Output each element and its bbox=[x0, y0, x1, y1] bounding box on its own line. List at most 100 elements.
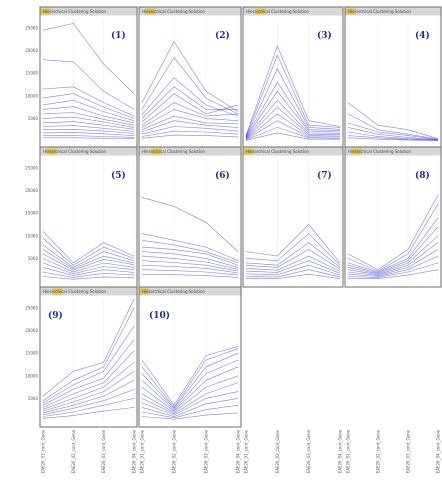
x-tick-label: EAE26_02_cont_Gene bbox=[71, 429, 76, 473]
gene-profile-line bbox=[141, 130, 239, 137]
gene-profile-line bbox=[347, 135, 439, 141]
panel-7: Hierarchical Clustering Solution (7) bbox=[242, 146, 344, 288]
gene-profile-line bbox=[141, 412, 239, 420]
gene-profile-line bbox=[347, 249, 439, 276]
x-tick-label: EAE26_03_cont_Gene bbox=[406, 429, 411, 473]
panel-9: Hierarchical Clustering Solution (9) bbox=[39, 286, 138, 428]
gene-profile-line bbox=[42, 258, 135, 273]
gene-profile-line bbox=[245, 68, 341, 138]
panel-title-bar[interactable] bbox=[345, 7, 441, 16]
gene-profile-line bbox=[42, 128, 135, 134]
gene-profile-line bbox=[42, 132, 135, 136]
gene-profile-line bbox=[42, 116, 135, 128]
y-tick-label: 15000 bbox=[25, 71, 38, 76]
panel-title-bar[interactable] bbox=[40, 147, 137, 156]
panel-label: (1) bbox=[111, 30, 126, 41]
gene-profile-line bbox=[42, 339, 135, 406]
gene-profile-line bbox=[245, 99, 341, 139]
y-tick-label: 10000 bbox=[25, 233, 38, 238]
panel-title: Hierarchical Clustering Solution bbox=[142, 9, 206, 14]
gene-profile-line bbox=[42, 271, 135, 278]
panel-1: Hierarchical Clustering Solution (1) bbox=[39, 6, 138, 148]
panel-title-bar[interactable] bbox=[139, 287, 241, 296]
gene-profile-line bbox=[42, 267, 135, 276]
gene-profile-line bbox=[42, 86, 135, 117]
gene-profile-line bbox=[245, 113, 341, 140]
gene-profile-line bbox=[141, 269, 239, 276]
x-tick-label: EAE26_01_cont_Gene bbox=[244, 429, 249, 473]
x-tick-label: EAE26_02_cont_Gene bbox=[376, 429, 381, 473]
panel-5: Hierarchical Clustering Solution (5) bbox=[39, 146, 138, 288]
gene-profile-line bbox=[141, 273, 239, 278]
gene-profile-line bbox=[245, 90, 341, 138]
panel-title-highlight bbox=[255, 8, 266, 15]
gene-profile-line bbox=[245, 132, 340, 141]
y-tick-label: 5000 bbox=[28, 256, 39, 261]
gene-profile-line bbox=[347, 102, 439, 139]
gene-profile-line bbox=[42, 325, 135, 404]
gene-profile-line bbox=[141, 41, 239, 112]
panel-title-bar[interactable] bbox=[345, 147, 441, 156]
gene-profile-line bbox=[141, 352, 239, 409]
gene-profile-line bbox=[141, 102, 239, 126]
y-tick-label: 25000 bbox=[25, 26, 38, 31]
panel-frame bbox=[138, 146, 242, 288]
panel-frame bbox=[344, 146, 442, 288]
panel-title: Hierarchical Clustering Solution bbox=[348, 149, 412, 154]
gene-profile-line bbox=[42, 276, 135, 280]
panel-label: (2) bbox=[215, 30, 230, 41]
gene-profile-line bbox=[42, 121, 135, 130]
gene-profile-line bbox=[347, 137, 439, 141]
panel-title-highlight bbox=[40, 8, 51, 15]
y-tick-label: 20000 bbox=[25, 188, 38, 193]
gene-profile-line bbox=[347, 262, 439, 278]
panel-frame bbox=[39, 146, 138, 288]
gene-profile-line bbox=[245, 233, 341, 266]
gene-profile-line bbox=[245, 264, 341, 276]
gene-profile-line bbox=[347, 226, 439, 274]
gene-profile-line bbox=[245, 81, 341, 138]
gene-profile-line bbox=[42, 262, 135, 275]
panel-title-highlight bbox=[351, 148, 362, 155]
x-tick-label: EAE26_03_cont_Gene bbox=[306, 429, 311, 473]
y-tick-label: 20000 bbox=[25, 48, 38, 53]
gene-profile-line bbox=[141, 246, 239, 266]
panel-title-bar[interactable] bbox=[139, 147, 241, 156]
gene-profile-line bbox=[42, 350, 135, 408]
panel-label: (3) bbox=[317, 30, 332, 41]
gene-profile-line bbox=[141, 109, 239, 128]
gene-profile-line bbox=[347, 127, 439, 141]
gene-profile-line bbox=[141, 251, 239, 268]
panel-title-bar[interactable] bbox=[243, 7, 343, 16]
panel-frame bbox=[138, 6, 242, 148]
gene-profile-line bbox=[347, 194, 439, 271]
gene-profile-line bbox=[245, 54, 341, 137]
panel-label: (5) bbox=[111, 170, 126, 181]
gene-profile-line bbox=[42, 371, 135, 412]
gene-profile-line bbox=[347, 242, 439, 276]
panel-title-bar[interactable] bbox=[40, 287, 137, 296]
gene-profile-line bbox=[141, 375, 239, 413]
gene-profile-line bbox=[42, 106, 135, 124]
y-tick-label: 25000 bbox=[25, 306, 38, 311]
y-tick-label: 5000 bbox=[28, 396, 39, 401]
panel-title-bar[interactable] bbox=[139, 7, 241, 16]
gene-profile-line bbox=[347, 113, 439, 140]
gene-profile-line bbox=[141, 391, 239, 416]
gene-profile-line bbox=[42, 93, 135, 119]
gene-profile-line bbox=[141, 115, 239, 130]
panel-frame bbox=[344, 6, 442, 148]
panel-title-bar[interactable] bbox=[243, 147, 343, 156]
x-tick-label: EAE26_04_cont_Gene bbox=[236, 429, 241, 473]
panel-title-highlight bbox=[139, 288, 150, 295]
x-tick-label: EAE26_02_cont_Gene bbox=[275, 429, 280, 473]
gene-profile-line bbox=[141, 348, 239, 408]
gene-profile-line bbox=[141, 56, 239, 115]
gene-profile-line bbox=[245, 269, 341, 278]
y-tick-label: 5000 bbox=[28, 116, 39, 121]
panel-title-highlight bbox=[46, 148, 57, 155]
gene-profile-line bbox=[141, 382, 239, 415]
panel-title-bar[interactable] bbox=[40, 7, 137, 16]
gene-profile-line bbox=[43, 137, 135, 139]
